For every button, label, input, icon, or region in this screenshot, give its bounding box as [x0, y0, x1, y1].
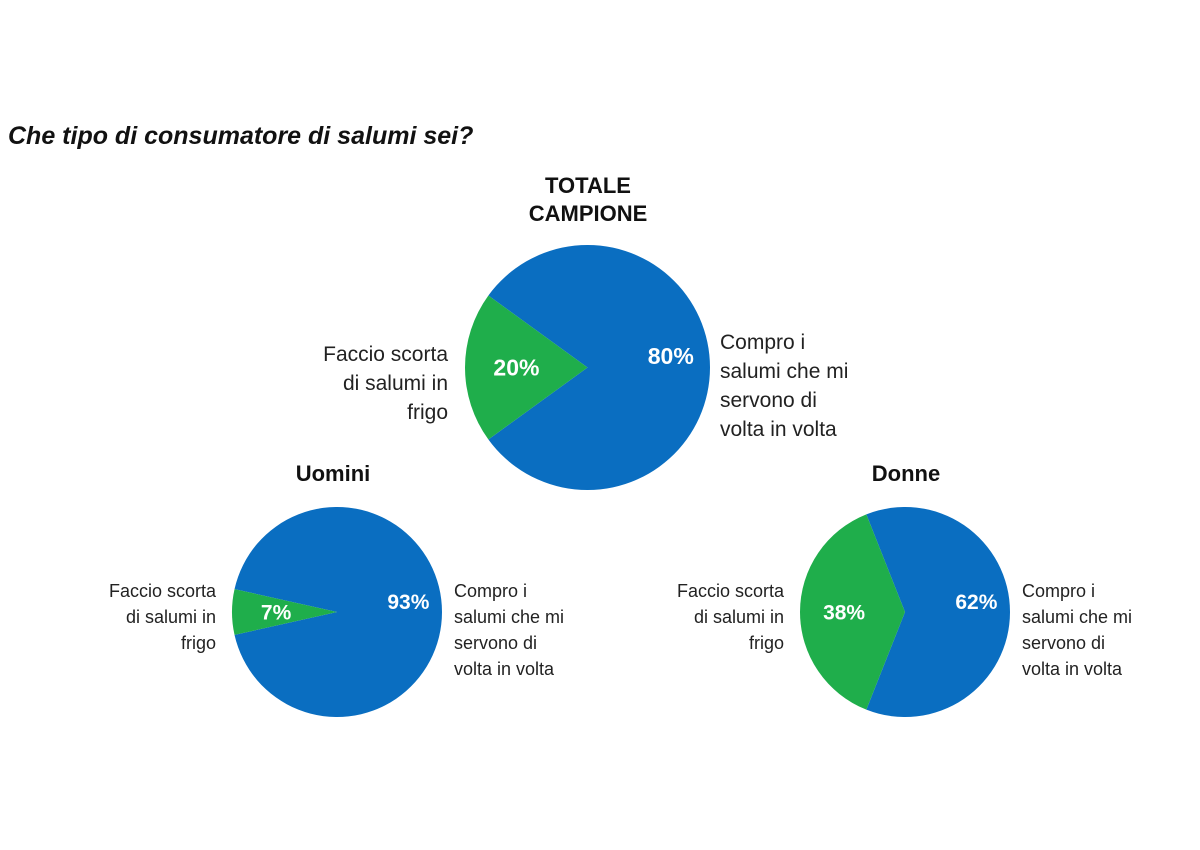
pie-slice-green — [232, 589, 337, 635]
pie-value-label-blue: 62% — [955, 591, 997, 614]
label-line: Compro i — [454, 581, 528, 601]
pie-value-label-green: 7% — [261, 601, 292, 624]
slice-label-blue-totale: Compro i salumi che mi servono di volta … — [720, 328, 920, 444]
pie-chart-donne: 38% 62% — [800, 507, 1010, 717]
pie-slice-green — [800, 514, 905, 710]
label-line: frigo — [748, 633, 784, 653]
label-line: frigo — [180, 633, 216, 653]
pie-value-label-green: 20% — [493, 355, 539, 381]
label-line: volta in volta — [454, 659, 555, 679]
label-line: servono di — [454, 633, 538, 653]
slice-label-green-donne: Faccio scorta di salumi in frigo — [624, 578, 784, 656]
label-line: volta in volta — [720, 418, 837, 441]
chart-title-line: CAMPIONE — [528, 201, 648, 226]
chart-title-line: Donne — [871, 461, 941, 486]
label-line: Faccio scorta — [676, 581, 784, 601]
label-line: frigo — [407, 401, 448, 424]
slice-label-green-uomini: Faccio scorta di salumi in frigo — [56, 578, 216, 656]
pie-slice-blue — [234, 507, 442, 717]
pie-value-label-green: 38% — [823, 601, 865, 624]
chart-title-line: Uomini — [295, 461, 371, 486]
label-line: salumi che mi — [454, 607, 565, 627]
chart-title-totale: TOTALE CAMPIONE — [488, 172, 688, 228]
label-line: salumi che mi — [720, 360, 849, 383]
label-line: Faccio scorta — [323, 343, 448, 366]
label-line: Compro i — [720, 331, 806, 354]
slice-label-blue-donne: Compro i salumi che mi servono di volta … — [1022, 578, 1197, 682]
pie-chart-uomini: 7% 93% — [232, 507, 442, 717]
label-line: Faccio scorta — [108, 581, 216, 601]
question-title: Che tipo di consumatore di salumi sei? — [8, 122, 474, 150]
chart-title-line: TOTALE — [545, 173, 631, 198]
label-line: Compro i — [1022, 581, 1096, 601]
pie-value-label-blue: 80% — [648, 343, 694, 369]
chart-title-donne: Donne — [806, 460, 1006, 488]
pie-chart-totale: 20% 80% — [465, 244, 710, 490]
pie-value-label-blue: 93% — [387, 591, 429, 614]
pie-slice-green — [465, 295, 588, 440]
slice-label-blue-uomini: Compro i salumi che mi servono di volta … — [454, 578, 634, 682]
label-line: volta in volta — [1022, 659, 1123, 679]
chart-title-uomini: Uomini — [233, 460, 433, 488]
label-line: servono di — [720, 389, 817, 412]
slice-label-green-totale: Faccio scorta di salumi in frigo — [268, 340, 448, 427]
pie-slice-blue — [488, 244, 710, 490]
label-line: servono di — [1022, 633, 1106, 653]
pie-slice-blue — [866, 507, 1010, 717]
label-line: di salumi in — [693, 607, 784, 627]
label-line: di salumi in — [342, 372, 448, 395]
label-line: di salumi in — [125, 607, 216, 627]
label-line: salumi che mi — [1022, 607, 1133, 627]
